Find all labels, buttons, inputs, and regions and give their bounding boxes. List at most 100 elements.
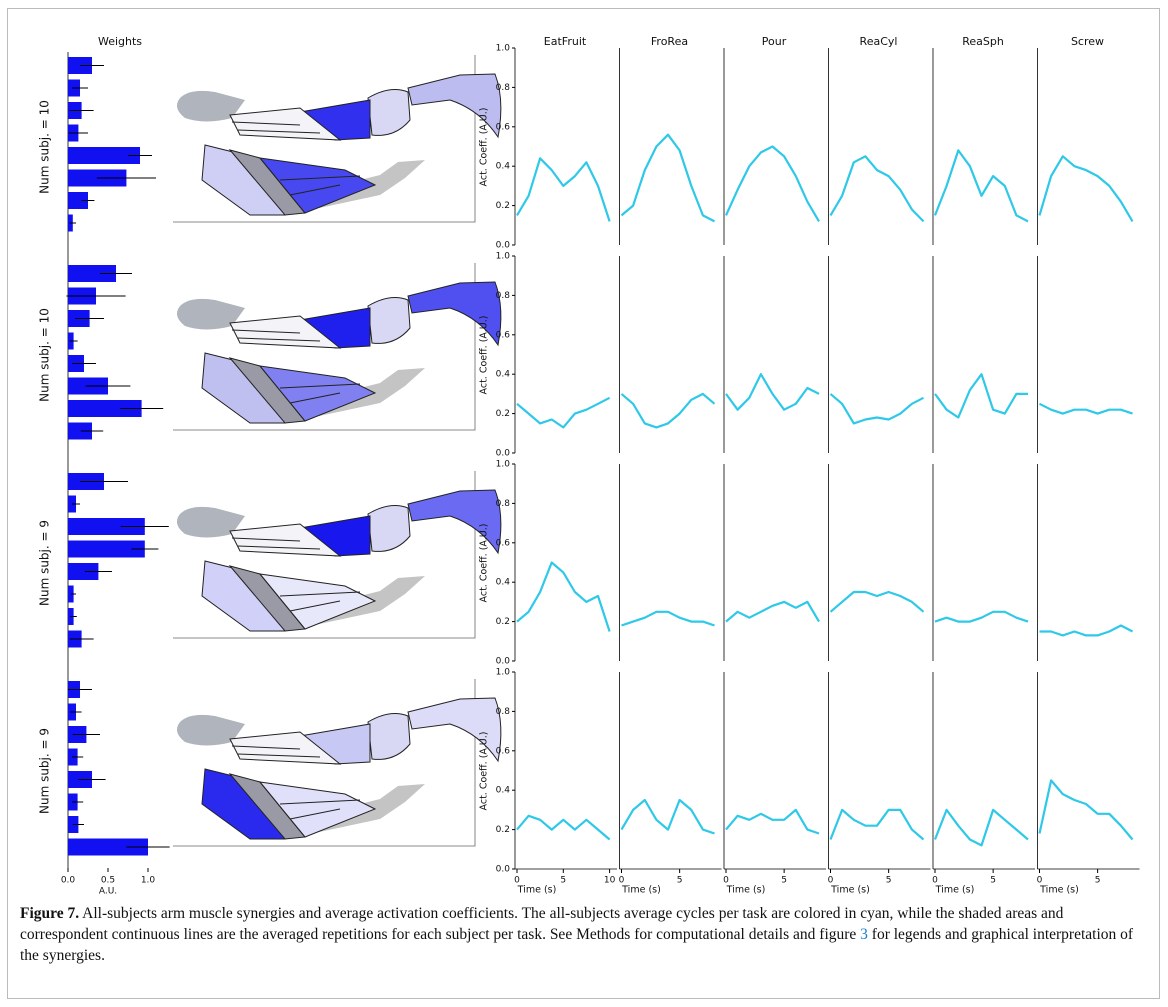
y-tick-label: 0.0 [496,865,511,875]
mean-line [829,155,925,223]
x-tick-label: 0 [1037,876,1043,886]
mean-line [829,393,925,425]
muscle [367,505,411,552]
mean-line [621,610,715,627]
row-label: Num subj. = 10 [38,308,52,402]
task-title: EatFruit [544,35,587,48]
muscle [407,73,502,139]
bar [68,563,99,580]
y-tick-label: 0.4 [496,578,511,588]
caption-text: for legends and graphical interpretation… [20,926,1134,964]
row-label: Num subj. = 9 [38,520,52,606]
bar [68,518,145,535]
mean-line [934,610,1029,623]
silhouette [176,714,245,746]
bar [68,265,116,282]
mean-line [620,133,716,223]
x-axis-label: Time (s) [830,885,870,896]
y-tick-label: 0.2 [496,409,510,419]
x-tick-label: 0.0 [61,876,76,886]
row-label: Num subj. = 10 [38,100,52,194]
muscle [231,121,321,134]
x-tick-label: 0 [619,876,625,886]
arm-diagram [173,263,502,431]
mean-line [829,808,925,841]
y-tick-label: 0.6 [496,538,511,548]
x-tick-label: 0 [514,876,520,886]
muscle [407,281,502,347]
y-tick-label: 0.4 [496,786,511,796]
mean-line [725,373,820,411]
muscle [279,383,361,404]
bar [68,400,142,417]
mean-line [620,392,716,429]
arm-diagram [173,679,502,847]
bar [68,192,88,209]
weights-title: Weights [98,35,142,48]
bar [68,838,148,856]
y-tick-label: 0.0 [496,657,511,667]
muscle [279,799,361,820]
mean-line [516,157,611,222]
y-tick-label: 0.8 [496,499,511,509]
muscle [407,697,502,763]
mean-line [516,814,611,841]
frame [7,8,1160,999]
silhouette [176,506,245,538]
bar [68,585,74,603]
y-axis-label: Act. Coeff. (A.U.) [479,524,490,603]
y-tick-label: 1.0 [496,668,511,678]
bar [68,540,145,558]
y-tick-label: 0.2 [496,617,510,627]
x-tick-label: 0.5 [101,876,115,886]
x-tick-label: 5 [1095,876,1101,886]
y-tick-label: 0.0 [496,241,511,251]
mean-line [724,145,820,222]
x-tick-label: 0 [828,876,834,886]
y-tick-label: 0.4 [496,370,511,380]
muscle [279,591,361,612]
x-axis-label: Time (s) [621,885,661,896]
x-tick-label: 0 [723,876,729,886]
muscle [367,297,411,344]
y-tick-label: 0.4 [496,162,511,172]
x-tick-label: 0 [932,876,938,886]
mean-line [725,808,820,835]
muscle [231,537,321,550]
x-axis-label: Time (s) [935,885,975,896]
mean-line [933,808,1029,847]
row-label: Num subj. = 9 [38,728,52,814]
x-tick-label: 1.0 [141,876,156,886]
x-tick-label: 5 [781,876,787,886]
figure-link[interactable]: 3 [860,926,868,943]
y-tick-label: 0.2 [496,825,510,835]
x-tick-label: 5 [560,876,566,886]
mean-line [934,373,1028,419]
y-tick-label: 0.8 [496,707,511,717]
muscle [407,489,502,555]
y-tick-label: 0.0 [496,449,511,459]
y-axis-label: Act. Coeff. (A.U.) [479,316,490,395]
x-axis-label: Time (s) [1039,885,1079,896]
x-tick-label: 5 [990,876,996,886]
y-tick-label: 0.8 [496,83,511,93]
y-tick-label: 1.0 [496,460,511,470]
silhouette [176,90,245,122]
bar [68,422,92,440]
mean-line [829,590,925,613]
task-title: FroRea [651,35,688,48]
muscle [367,713,411,760]
task-title: ReaSph [962,35,1004,48]
task-title: Pour [762,35,787,48]
arm-diagram [173,55,502,223]
mean-line [933,149,1029,223]
caption-text: All-subjects arm muscle synergies and av… [20,905,1064,943]
mean-line [1038,155,1134,222]
muscle [367,89,411,136]
muscle [231,329,321,342]
weights-xlabel: A.U. [99,887,117,897]
y-tick-label: 0.6 [496,330,511,340]
x-tick-label: 10 [604,876,616,886]
